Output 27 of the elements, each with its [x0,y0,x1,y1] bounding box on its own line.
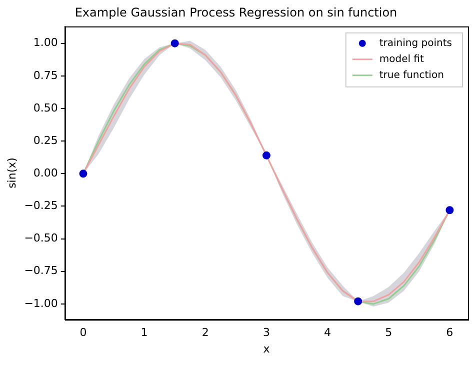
y-tick-label: 0.25 [33,134,58,147]
y-tick-label: 1.00 [33,36,58,50]
y-tick-label: −1.00 [24,296,58,310]
x-tick-label: 5 [385,326,392,340]
y-tick-label: −0.25 [24,199,58,212]
point [262,151,270,160]
point [79,170,88,178]
x-tick-label: 2 [202,326,209,340]
y-tick-label: 0.00 [33,166,58,180]
x-tick-label: 6 [446,326,454,340]
legend-label: model fit [379,54,424,65]
y-tick-label: −0.75 [24,264,58,278]
legend-label: training points [379,38,452,49]
point [446,206,454,214]
y-tick-label: 0.50 [33,101,58,114]
x-axis-title: x [263,342,270,356]
y-tick-label: 0.75 [33,68,58,82]
legend-label: true function [379,70,444,81]
x-tick-label: 3 [262,326,270,340]
y-tick-label: −0.50 [24,232,58,245]
y-axis-title: sin(x) [5,158,18,188]
chart-title: Example Gaussian Process Regression on sin function [74,5,398,20]
x-tick-label: 1 [140,326,148,340]
x-tick-label: 4 [324,326,332,340]
point [354,297,362,306]
point [170,39,179,48]
x-tick-label: 0 [80,326,87,340]
